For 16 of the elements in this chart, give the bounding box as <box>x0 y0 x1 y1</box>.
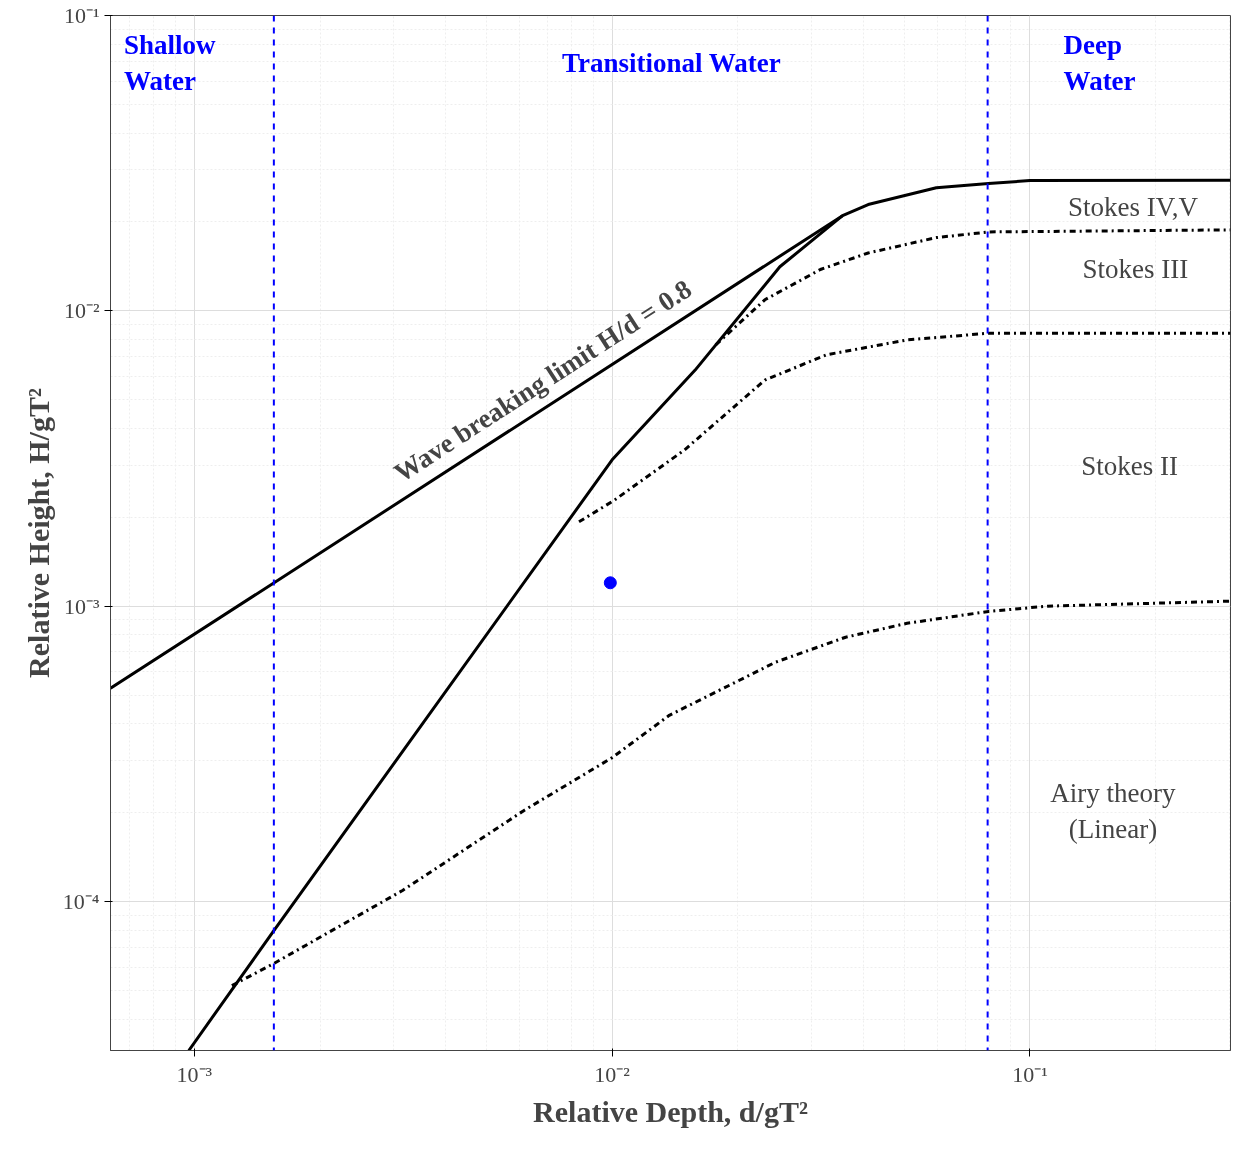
x-axis-title: Relative Depth, d/gT² <box>533 1094 808 1128</box>
annotation: Shallow Water <box>123 30 216 97</box>
annotation: Transitional Water <box>562 48 781 79</box>
annotation: Stokes IV,V <box>1068 191 1199 222</box>
annotation: Airy theory (Linear) <box>1050 778 1177 845</box>
y-tick-label: 10⁻² <box>63 298 100 324</box>
x-tick-label: 10⁻¹ <box>1012 1061 1048 1087</box>
y-tick-label: 10⁻¹ <box>63 3 100 28</box>
x-tick-label: 10⁻² <box>594 1061 631 1087</box>
y-axis-title: Relative Height, H/gT² <box>21 388 55 678</box>
x-tick-label: 10⁻³ <box>176 1061 213 1087</box>
annotation: Stokes III <box>1082 254 1189 285</box>
y-tick-label: 10⁻³ <box>63 593 100 619</box>
y-tick-label: 10⁻⁴ <box>62 889 100 915</box>
annotation: Stokes II <box>1081 450 1179 481</box>
annotation: Deep Water <box>1063 30 1136 97</box>
